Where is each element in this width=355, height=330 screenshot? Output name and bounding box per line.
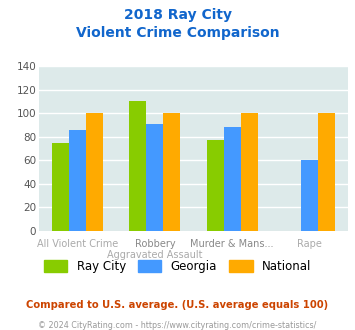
Text: Robbery: Robbery — [135, 239, 175, 249]
Text: Compared to U.S. average. (U.S. average equals 100): Compared to U.S. average. (U.S. average … — [26, 300, 329, 310]
Bar — [241, 113, 258, 231]
Text: 2018 Ray City: 2018 Ray City — [124, 8, 231, 22]
Bar — [52, 143, 69, 231]
Text: Rape: Rape — [297, 239, 322, 249]
Bar — [318, 113, 335, 231]
Bar — [69, 130, 86, 231]
Legend: Ray City, Georgia, National: Ray City, Georgia, National — [44, 260, 311, 273]
Bar — [86, 113, 103, 231]
Text: Violent Crime Comparison: Violent Crime Comparison — [76, 26, 279, 40]
Text: Murder & Mans...: Murder & Mans... — [190, 239, 274, 249]
Bar — [129, 101, 146, 231]
Bar — [224, 127, 241, 231]
Bar — [207, 140, 224, 231]
Text: © 2024 CityRating.com - https://www.cityrating.com/crime-statistics/: © 2024 CityRating.com - https://www.city… — [38, 321, 317, 330]
Bar — [301, 160, 318, 231]
Text: Aggravated Assault: Aggravated Assault — [107, 250, 203, 260]
Bar — [163, 113, 180, 231]
Text: All Violent Crime: All Violent Crime — [37, 239, 118, 249]
Bar — [146, 124, 163, 231]
